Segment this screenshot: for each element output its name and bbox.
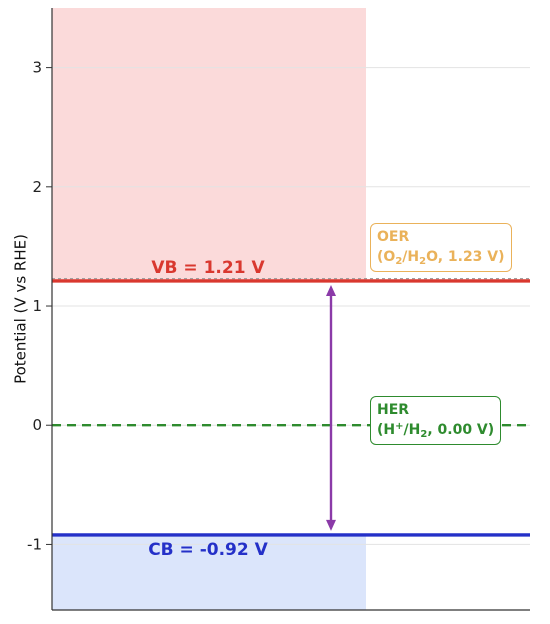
y-tick-label: -1: [27, 535, 42, 553]
y-tick-label: 2: [32, 178, 42, 196]
vb-label: VB = 1.21 V: [151, 258, 265, 278]
conduction-region-shading: [52, 534, 366, 610]
y-axis-ticks: -1 0 1 2 3: [27, 59, 52, 553]
oer-annotation: OER (O2/H2O, 1.23 V): [370, 222, 512, 272]
oer-annotation-body: (O2/H2O, 1.23 V): [377, 248, 505, 267]
oer-annotation-title: OER: [377, 228, 410, 245]
her-annotation-title: HER: [377, 402, 410, 419]
valence-region-shading: [52, 8, 366, 281]
band-gap-arrowhead-top: [326, 284, 336, 296]
y-tick-label: 1: [32, 297, 42, 315]
cb-label: CB = -0.92 V: [148, 540, 268, 560]
y-tick-label: 0: [32, 416, 42, 434]
her-annotation-body: (H+/H2, 0.00 V): [377, 421, 495, 441]
y-axis-label: Potential (V vs RHE): [12, 234, 30, 384]
band-gap-arrowhead-bottom: [326, 519, 336, 531]
band-gap-arrow: [326, 284, 336, 531]
her-annotation: HER (H+/H2, 0.00 V): [370, 396, 502, 446]
y-tick-label: 3: [32, 59, 42, 77]
